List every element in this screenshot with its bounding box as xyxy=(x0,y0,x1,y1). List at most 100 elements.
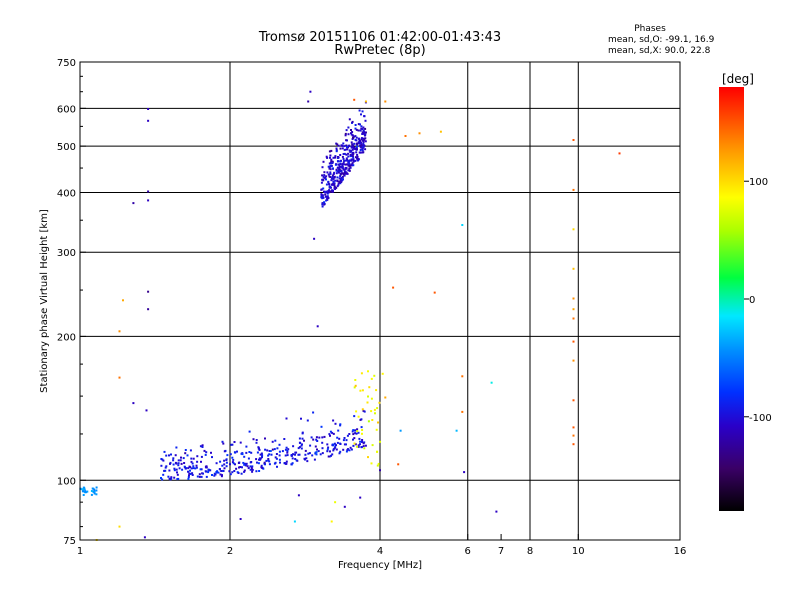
data-point xyxy=(354,159,357,162)
data-point xyxy=(376,464,379,467)
data-point xyxy=(187,467,190,470)
data-point xyxy=(344,159,347,162)
data-point xyxy=(358,141,360,144)
data-point xyxy=(187,470,189,473)
data-point xyxy=(359,496,362,499)
data-point xyxy=(335,448,338,451)
data-point xyxy=(361,432,363,435)
data-point xyxy=(217,471,220,474)
data-point xyxy=(572,308,575,311)
data-point xyxy=(334,155,337,158)
data-point xyxy=(260,464,263,467)
data-point xyxy=(353,98,356,101)
data-point xyxy=(314,445,317,448)
data-point xyxy=(82,490,85,493)
data-point xyxy=(243,470,246,473)
data-point xyxy=(331,176,334,179)
data-point xyxy=(177,462,180,465)
data-point xyxy=(285,417,288,420)
data-point xyxy=(177,477,180,480)
data-point xyxy=(268,460,271,463)
data-point xyxy=(196,475,199,478)
data-point xyxy=(356,153,359,156)
data-point xyxy=(366,401,369,404)
data-point xyxy=(301,443,303,446)
data-point xyxy=(312,411,315,414)
data-point xyxy=(340,180,343,183)
data-point xyxy=(325,191,328,194)
data-point xyxy=(341,178,344,181)
data-point xyxy=(95,489,98,492)
data-point xyxy=(362,126,365,129)
data-point xyxy=(353,437,356,440)
data-point xyxy=(83,486,86,489)
data-point xyxy=(360,144,363,147)
data-point xyxy=(354,135,357,138)
data-point xyxy=(361,145,364,148)
data-point xyxy=(364,119,367,122)
data-point xyxy=(351,134,354,137)
data-point xyxy=(354,432,357,435)
data-point xyxy=(164,466,167,469)
data-point xyxy=(84,490,87,493)
data-point xyxy=(353,146,356,149)
data-point xyxy=(274,439,277,442)
data-point xyxy=(345,163,348,166)
data-point xyxy=(229,453,232,456)
data-point xyxy=(357,415,360,418)
data-point xyxy=(90,493,93,496)
data-point xyxy=(249,461,252,464)
data-point xyxy=(333,185,336,188)
data-point xyxy=(355,128,358,131)
data-point xyxy=(342,162,345,165)
data-point xyxy=(323,174,326,177)
data-point xyxy=(461,410,464,413)
x-tick-label: 4 xyxy=(377,546,383,557)
data-point xyxy=(572,359,575,362)
data-point xyxy=(234,451,237,454)
data-point xyxy=(358,151,361,154)
data-point xyxy=(327,446,330,449)
data-point xyxy=(350,132,352,135)
data-point xyxy=(242,461,245,464)
data-point xyxy=(179,459,182,462)
data-point xyxy=(323,203,326,206)
data-point xyxy=(341,172,343,175)
data-point xyxy=(362,142,365,145)
data-point xyxy=(200,455,203,458)
data-point xyxy=(337,182,340,185)
data-point xyxy=(214,473,217,476)
data-point xyxy=(248,451,251,453)
data-point xyxy=(336,176,339,179)
data-point xyxy=(349,446,352,449)
data-point xyxy=(245,451,248,454)
colorbar-ticks: 100 0 -100 xyxy=(744,177,772,424)
data-point xyxy=(172,457,175,460)
data-point xyxy=(350,163,353,166)
data-point xyxy=(184,449,187,451)
data-point xyxy=(331,162,334,164)
data-point xyxy=(350,158,353,161)
data-point xyxy=(95,486,98,489)
data-point xyxy=(261,456,263,459)
data-point xyxy=(95,493,98,496)
x-tick-label: 1 xyxy=(77,546,83,557)
data-point xyxy=(331,431,334,434)
data-point xyxy=(221,464,224,467)
data-point xyxy=(132,402,135,405)
data-point xyxy=(329,186,332,188)
data-point xyxy=(207,469,210,472)
data-point xyxy=(337,166,340,169)
data-point xyxy=(364,127,367,130)
data-point xyxy=(303,439,305,442)
data-point xyxy=(360,113,362,116)
data-point xyxy=(228,470,231,473)
data-point xyxy=(572,426,575,429)
data-point xyxy=(162,459,165,462)
data-point xyxy=(300,444,303,447)
data-point xyxy=(192,457,195,460)
data-point xyxy=(367,456,369,459)
data-point xyxy=(251,465,254,468)
data-point xyxy=(168,454,170,457)
data-point xyxy=(371,419,374,421)
